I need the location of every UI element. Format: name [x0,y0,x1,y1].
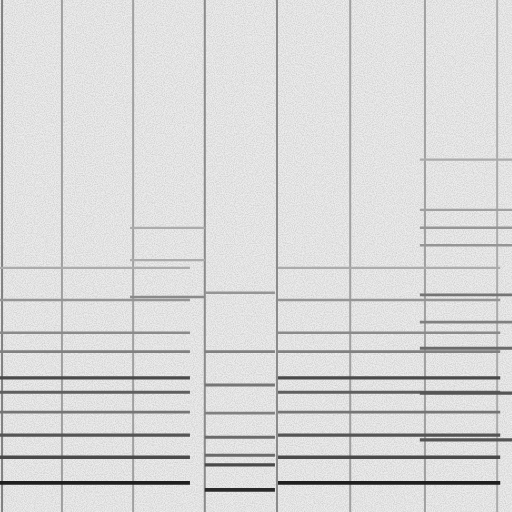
partial-line [205,454,275,457]
partial-line [420,244,512,247]
partial-line [278,481,500,485]
partial-line [420,209,512,211]
onset-line [276,0,278,512]
partial-line [130,296,205,299]
noise-texture [0,0,512,512]
partial-line [0,376,190,379]
partial-line [205,384,275,387]
partial-line [0,411,190,414]
chart-root [0,0,512,512]
partial-line [420,321,512,324]
partial-line [205,436,275,439]
partial-line [278,299,500,302]
partial-line [0,267,190,269]
partial-line [278,456,500,459]
partial-line [278,267,500,269]
partial-line [205,412,275,415]
partial-line [278,350,500,353]
partial-line [205,350,275,353]
partial-line [205,463,275,466]
partial-line [0,481,190,485]
marks [0,0,512,512]
partial-line [278,434,500,437]
partial-line [0,299,190,302]
partial-line [420,392,512,395]
partial-line [420,293,512,296]
partial-line [0,391,190,394]
partial-line [0,331,190,334]
partial-line [205,488,275,492]
partial-line [278,376,500,379]
partial-line [420,438,512,441]
partial-line [420,347,512,350]
spectrogram [0,0,512,512]
partial-line [205,292,275,295]
onset-line [204,0,206,512]
partial-line [0,456,190,459]
partial-line [278,331,500,334]
partial-line [0,350,190,353]
partial-line [420,227,512,230]
background [0,0,512,512]
partial-line [130,259,205,261]
partial-line [0,434,190,437]
partial-line [278,411,500,414]
partial-line [420,159,512,161]
partial-line [130,227,205,229]
